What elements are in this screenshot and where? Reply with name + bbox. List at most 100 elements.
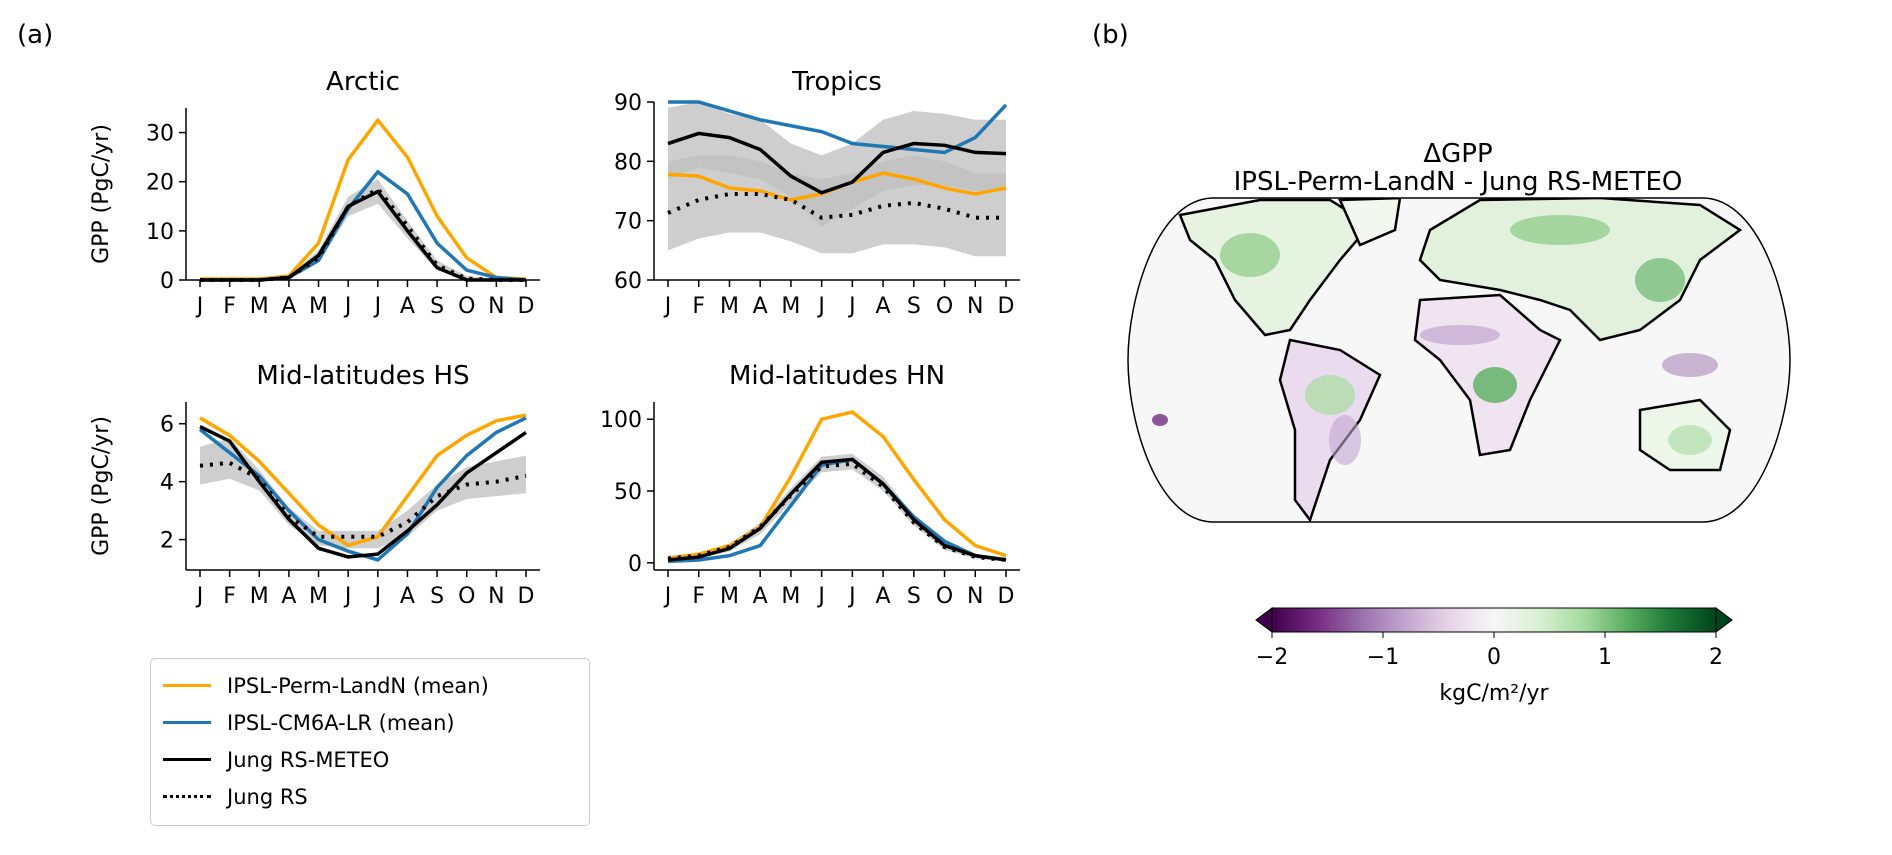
x-tick-label: O [458,294,475,319]
y-axis-label: GPP (PgC/yr) [89,124,114,264]
legend-swatch [163,684,211,687]
legend-label: Jung RS [227,784,308,809]
x-tick-label: F [223,584,236,609]
panel-title: Arctic [326,67,400,97]
x-tick-label: J [343,294,352,319]
x-tick-label: A [281,584,296,609]
legend-entry: Jung RS [163,778,577,815]
x-tick-label: J [663,584,672,609]
panel-title: Mid-latitudes HN [729,361,945,391]
panel-label-a: (a) [17,20,54,50]
x-tick-label: N [488,294,504,319]
x-tick-label: M [250,294,269,319]
x-tick-label: J [816,584,825,609]
y-tick-label: 0 [628,552,642,577]
x-tick-label: J [847,294,856,319]
y-tick-label: 6 [160,413,174,438]
x-tick-label: M [250,584,269,609]
x-tick-label: M [720,294,739,319]
uncertainty-band [668,155,1006,227]
legend-label: IPSL-CM6A-LR (mean) [227,710,455,735]
legend-entry: Jung RS-METEO [163,741,577,778]
legend-swatch [163,758,211,761]
series-line-4 [199,460,527,539]
x-tick-label: M [781,294,800,319]
series-line-2 [667,457,1007,564]
y-tick-label: 30 [146,122,174,147]
x-tick-label: A [400,294,415,319]
panel-title: Mid-latitudes HS [256,361,469,391]
x-tick-label: A [876,294,891,319]
y-tick-label: 90 [614,91,642,116]
uncertainty-band [200,438,526,549]
legend-label: IPSL-Perm-LandN (mean) [227,673,489,698]
x-tick-label: A [281,294,296,319]
x-tick-label: S [907,294,921,319]
x-tick-label: J [816,294,825,319]
x-tick-label: D [998,584,1015,609]
x-tick-label: S [907,584,921,609]
y-tick-label: 70 [614,210,642,235]
series-line-1 [667,410,1007,561]
x-tick-label: A [876,584,891,609]
x-tick-label: J [195,294,204,319]
series-line-1 [199,413,527,548]
y-tick-label: 0 [160,269,174,294]
x-tick-label: O [458,584,475,609]
x-tick-label: F [692,294,705,319]
x-tick-label: S [430,294,444,319]
x-tick-label: O [936,584,953,609]
y-tick-label: 2 [160,529,174,554]
y-tick-label: 4 [160,471,174,496]
x-tick-label: D [518,584,535,609]
panel-label-b: (b) [1092,20,1129,50]
x-tick-label: M [309,294,328,319]
x-tick-label: A [400,584,415,609]
x-tick-label: J [373,584,382,609]
y-tick-label: 20 [146,171,174,196]
y-tick-label: 100 [600,408,642,433]
x-tick-label: A [753,584,768,609]
y-axis-label: GPP (PgC/yr) [89,416,114,556]
x-tick-label: M [309,584,328,609]
x-tick-label: D [518,294,535,319]
x-tick-label: J [343,584,352,609]
series-line-4 [667,191,1006,220]
series-line-4 [667,461,1007,562]
legend: IPSL-Perm-LandN (mean) IPSL-CM6A-LR (mean… [150,658,590,826]
x-tick-label: J [663,294,672,319]
y-tick-label: 80 [614,150,642,175]
x-tick-label: S [430,584,444,609]
series-line-3 [667,131,1007,195]
y-tick-label: 10 [146,220,174,245]
x-tick-label: D [998,294,1015,319]
series-line-3 [667,457,1007,562]
legend-entry: IPSL-CM6A-LR (mean) [163,704,577,741]
legend-entry: IPSL-Perm-LandN (mean) [163,667,577,704]
legend-swatch [163,721,211,724]
x-tick-label: J [195,584,204,609]
x-tick-label: F [692,584,705,609]
x-tick-label: F [223,294,236,319]
panel-title: Tropics [791,67,882,97]
series-line-2 [668,100,1008,155]
legend-swatch [163,795,211,798]
x-tick-label: A [753,294,768,319]
x-tick-label: O [936,294,953,319]
x-tick-label: N [967,294,983,319]
y-tick-label: 50 [614,480,642,505]
series-line-3 [199,425,527,559]
y-tick-label: 60 [614,269,642,294]
x-tick-label: N [488,584,504,609]
x-tick-label: N [967,584,983,609]
x-tick-label: M [781,584,800,609]
x-tick-label: J [847,584,856,609]
x-tick-label: J [373,294,382,319]
legend-label: Jung RS-METEO [227,747,390,772]
